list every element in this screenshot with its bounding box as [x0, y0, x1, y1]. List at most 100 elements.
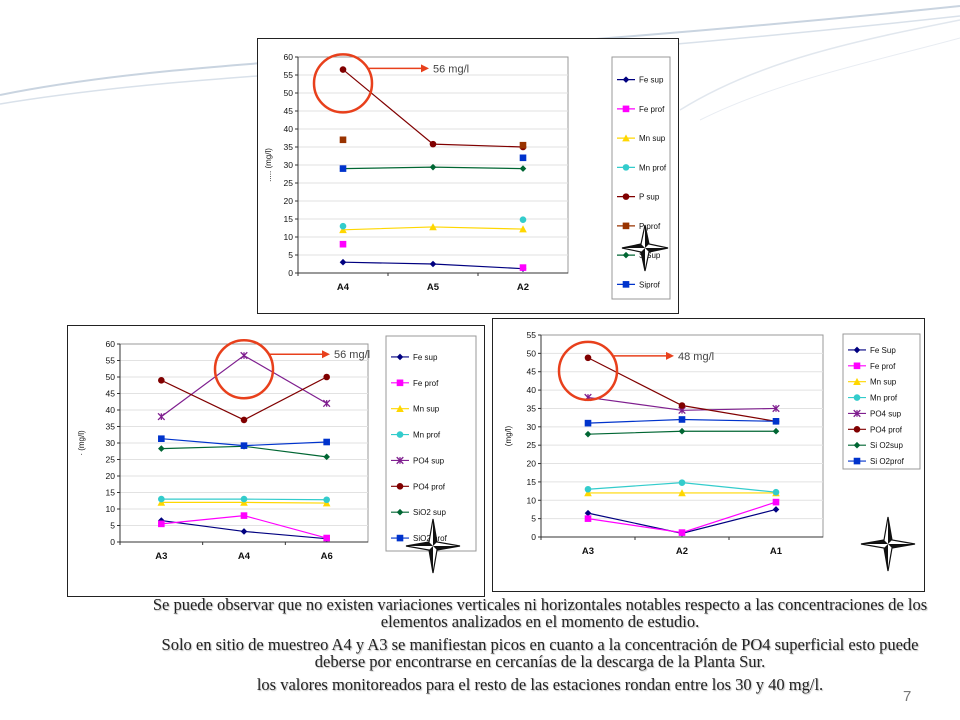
series-3 [339, 216, 527, 230]
legend-item: Fe prof [391, 379, 439, 388]
y-tick-label: 5 [288, 250, 293, 260]
legend-label: Si O2prof [870, 457, 905, 466]
legend-marker [622, 281, 630, 288]
caption-paragraph-2: Solo en sitio de muestreo A4 y A3 se man… [161, 635, 919, 671]
y-tick-label: 0 [110, 537, 115, 547]
legend-label: Fe sup [639, 76, 664, 85]
data-point [322, 399, 331, 408]
chart-panel-right: 0 5 10 15 20 25 30 35 40 45 50 55 A3 A2 A1 (mg/l) 48 mg/… [492, 318, 925, 592]
legend-item: Fe prof [848, 362, 896, 371]
legend-item: Fe sup [617, 76, 664, 85]
data-point [584, 485, 592, 493]
legend-item: PO4 sup [391, 456, 445, 465]
legend-marker [396, 456, 404, 465]
x-tick-label: A3 [582, 546, 594, 557]
legend-marker [622, 222, 630, 230]
y-tick-label: 20 [106, 471, 116, 481]
series-0 [339, 258, 527, 272]
data-point [519, 141, 527, 149]
y-tick-label: 55 [527, 330, 537, 340]
x-tick-label: A1 [770, 546, 783, 557]
data-point [772, 404, 780, 413]
data-point [339, 222, 347, 230]
data-point [678, 416, 686, 423]
data-point [240, 351, 248, 360]
legend-label: PO4 sup [413, 456, 445, 465]
chart-panel-left: 0 5 10 15 20 25 30 35 40 45 50 55 60 A3 A4 A6 · (mg/l) 56… [67, 325, 485, 597]
x-tick-label: A4 [238, 551, 251, 562]
highlight-circle [557, 340, 619, 402]
data-point [323, 438, 330, 446]
y-tick-label: 60 [106, 339, 116, 349]
legend-label: PO4 sup [870, 409, 902, 418]
legend-marker [853, 377, 861, 385]
data-point [429, 140, 437, 148]
data-point [323, 373, 330, 381]
data-point [158, 435, 165, 443]
legend-label: Fe prof [639, 105, 665, 114]
legend-label: Mn prof [639, 163, 667, 172]
data-point [157, 412, 166, 421]
legend-label: Fe Sup [870, 346, 896, 355]
series-7 [158, 435, 330, 449]
legend-label: Siprof [639, 280, 661, 289]
legend-label: Mn sup [413, 405, 440, 414]
legend-marker [396, 353, 404, 361]
legend-item: P sup [617, 193, 660, 202]
y-tick-label: 5 [531, 514, 536, 524]
data-point [584, 489, 592, 497]
y-tick-label: 50 [527, 348, 537, 358]
y-tick-label: 25 [527, 440, 537, 450]
y-tick-label: 0 [288, 268, 293, 278]
data-point [584, 515, 592, 522]
data-point [339, 226, 347, 234]
y-tick-label: 40 [106, 405, 116, 415]
legend-label: Mn sup [639, 134, 666, 143]
data-point [240, 512, 248, 519]
y-tick-label: 25 [106, 455, 116, 465]
legend-item: Fe prof [617, 105, 665, 114]
legend-marker [396, 404, 404, 412]
data-point [240, 495, 248, 503]
data-point [678, 402, 686, 409]
legend-label: Fe prof [870, 362, 896, 371]
data-point [339, 258, 347, 266]
legend-label: Si O2sup [870, 441, 903, 450]
data-point [772, 488, 780, 496]
highlight-circle [312, 53, 374, 114]
y-tick-label: 20 [527, 459, 537, 469]
legend-item: PO4 sup [848, 409, 902, 418]
legend-marker [853, 426, 861, 433]
y-tick-label: 20 [284, 196, 294, 206]
compass-icon [860, 516, 916, 572]
data-point [429, 223, 437, 231]
data-point [339, 165, 347, 172]
legend-label: SiO2 sup [413, 508, 446, 517]
y-tick-label: 15 [527, 477, 537, 487]
y-tick-label: 45 [106, 389, 116, 399]
data-point [584, 419, 592, 427]
caption: Se puede observar que no existen variaci… [150, 596, 930, 699]
legend-marker [396, 483, 404, 490]
data-point [323, 534, 330, 542]
series-1 [339, 240, 527, 271]
series-1 [584, 498, 780, 536]
y-tick-label: 10 [527, 495, 537, 505]
annotation-label: 56 mg/l [334, 349, 370, 361]
legend-item: PO4 prof [391, 482, 446, 491]
legend-marker [622, 193, 630, 200]
highlight-circle [213, 338, 275, 400]
legend-marker [396, 379, 404, 387]
data-point [240, 528, 248, 535]
annotation-label: 48 mg/l [678, 351, 714, 363]
caption-paragraph-1: Se puede observar que no existen variaci… [152, 595, 928, 631]
series-7 [584, 416, 780, 427]
caption-paragraph-3: los valores monitoreados para el resto d… [256, 675, 824, 694]
series-3 [158, 495, 330, 504]
data-point [339, 66, 347, 73]
series-7 [339, 154, 527, 172]
x-tick-label: A4 [337, 282, 350, 293]
y-tick-label: 0 [531, 532, 536, 542]
y-axis-label: (mg/l) [504, 425, 513, 446]
legend-label: PO4 prof [413, 482, 446, 491]
